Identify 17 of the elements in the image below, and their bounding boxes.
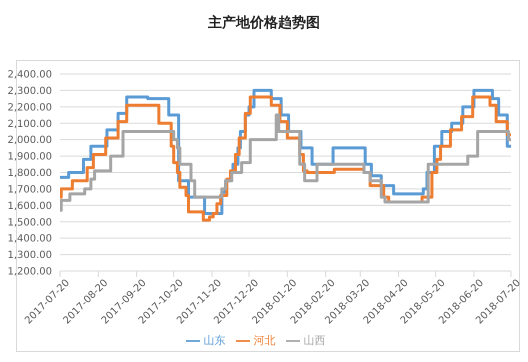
y-tick-label: 1,800.00 [7,168,52,180]
legend-label: 河北 [254,334,276,347]
legend-label: 山东 [204,334,226,347]
y-tick-label: 1,300.00 [7,250,52,262]
y-tick-label: 2,300.00 [7,86,52,97]
y-tick-label: 2,100.00 [7,118,52,130]
y-tick-label: 1,900.00 [7,152,52,163]
y-tick-label: 2,200.00 [7,102,52,114]
y-tick-label: 2,000.00 [7,135,52,146]
y-tick-label: 1,600.00 [7,200,52,212]
y-tick-label: 2,400.00 [7,70,52,81]
y-tick-label: 1,400.00 [7,234,52,245]
y-tick-label: 1,500.00 [7,217,52,228]
y-tick-label: 1,200.00 [7,266,52,278]
chart-title: 主产地价格趋势图 [207,14,321,32]
legend-label: 山西 [304,334,326,347]
y-tick-label: 1,700.00 [7,184,52,196]
